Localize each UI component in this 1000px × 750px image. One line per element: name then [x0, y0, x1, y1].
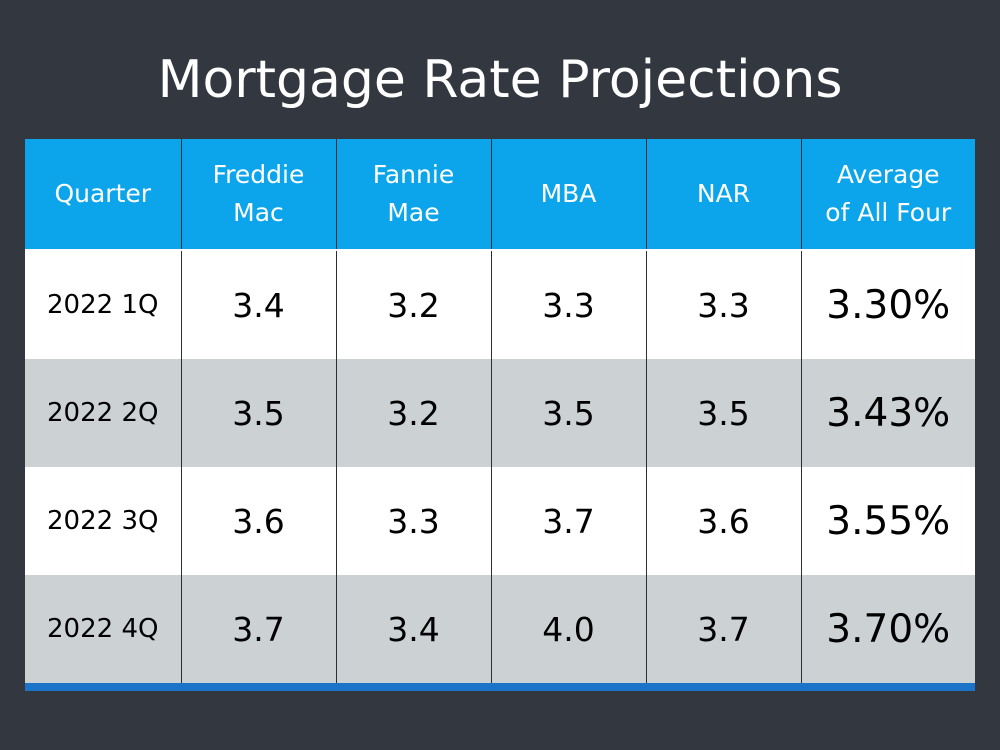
- header-nar: NAR: [646, 139, 802, 251]
- table-row: 2022 4Q 3.7 3.4 4.0 3.7 3.70%: [25, 575, 975, 683]
- freddie-cell: 3.7: [181, 575, 337, 683]
- page-title: Mortgage Rate Projections: [157, 50, 843, 110]
- nar-cell: 3.6: [646, 467, 802, 575]
- rate-table-container: Quarter Freddie Mac Fannie Mae MBA NAR Ave…: [25, 139, 975, 691]
- table-row: 2022 1Q 3.4 3.2 3.3 3.3 3.30%: [25, 250, 975, 359]
- table-bottom-bar: [25, 683, 975, 691]
- average-cell: 3.30%: [801, 250, 975, 359]
- header-avg-line2: of All Four: [825, 198, 952, 227]
- nar-cell: 3.7: [646, 575, 802, 683]
- header-mba: MBA: [491, 139, 647, 251]
- header-nar-label: NAR: [696, 179, 751, 208]
- header-mba-label: MBA: [540, 179, 597, 208]
- quarter-cell: 2022 1Q: [25, 250, 182, 359]
- quarter-cell: 2022 2Q: [25, 359, 182, 467]
- table-row: 2022 2Q 3.5 3.2 3.5 3.5 3.43%: [25, 359, 975, 467]
- mba-cell: 3.3: [491, 250, 647, 359]
- header-quarter: Quarter: [25, 139, 182, 251]
- mba-cell: 4.0: [491, 575, 647, 683]
- fannie-cell: 3.2: [336, 250, 492, 359]
- mba-cell: 3.5: [491, 359, 647, 467]
- freddie-cell: 3.5: [181, 359, 337, 467]
- freddie-cell: 3.6: [181, 467, 337, 575]
- header-freddie-line2: Mac: [233, 198, 284, 227]
- fannie-cell: 3.3: [336, 467, 492, 575]
- nar-cell: 3.5: [646, 359, 802, 467]
- header-fannie-mae: Fannie Mae: [336, 139, 492, 251]
- header-avg-line1: Average: [836, 160, 940, 189]
- fannie-cell: 3.2: [336, 359, 492, 467]
- quarter-cell: 2022 3Q: [25, 467, 182, 575]
- fannie-cell: 3.4: [336, 575, 492, 683]
- header-freddie-line1: Freddie: [212, 160, 305, 189]
- average-cell: 3.43%: [801, 359, 975, 467]
- header-freddie-mac: Freddie Mac: [181, 139, 337, 251]
- nar-cell: 3.3: [646, 250, 802, 359]
- mba-cell: 3.7: [491, 467, 647, 575]
- rate-table: Quarter Freddie Mac Fannie Mae MBA NAR Ave…: [25, 139, 975, 683]
- average-cell: 3.70%: [801, 575, 975, 683]
- table-row: 2022 3Q 3.6 3.3 3.7 3.6 3.55%: [25, 467, 975, 575]
- quarter-cell: 2022 4Q: [25, 575, 182, 683]
- average-cell: 3.55%: [801, 467, 975, 575]
- header-average: Average of All Four: [801, 139, 975, 251]
- header-quarter-label: Quarter: [54, 179, 152, 208]
- freddie-cell: 3.4: [181, 250, 337, 359]
- header-fannie-line1: Fannie: [372, 160, 455, 189]
- table-header-row: Quarter Freddie Mac Fannie Mae MBA NAR Ave…: [25, 139, 975, 251]
- header-fannie-line2: Mae: [387, 198, 440, 227]
